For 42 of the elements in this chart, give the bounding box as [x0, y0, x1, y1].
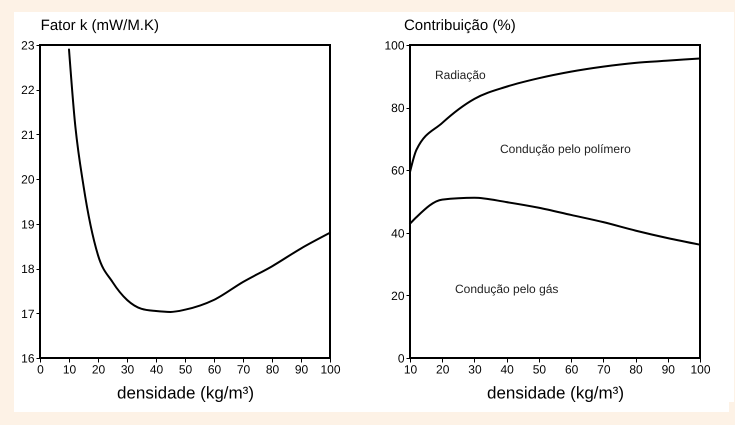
x-tick-label: 80	[266, 362, 280, 376]
annotation: Condução pelo polímero	[500, 142, 632, 156]
x-tick-label: 30	[468, 362, 482, 376]
y-tick-label: 80	[391, 101, 405, 116]
x-tick-label: 20	[436, 362, 450, 376]
x-tick-label: 100	[690, 362, 711, 376]
x-tick-label: 60	[564, 362, 579, 376]
y-tick-label: 23	[21, 38, 35, 52]
x-tick-label: 100	[320, 362, 341, 376]
y-tick-label: 40	[391, 226, 405, 240]
chart-title: Contribuição (%)	[404, 17, 516, 34]
x-tick-label: 80	[629, 362, 644, 376]
x-tick-label: 90	[294, 362, 308, 376]
x-tick-label: 60	[208, 362, 222, 376]
x-tick-label: 50	[532, 362, 546, 376]
y-tick-label: 20	[391, 288, 405, 303]
annotation: Condução pelo gás	[455, 282, 558, 296]
y-tick-label: 60	[391, 164, 405, 178]
y-tick-label: 0	[398, 352, 405, 366]
x-tick-label: 10	[62, 362, 76, 376]
x-tick-label: 70	[236, 362, 250, 376]
x-tick-label: 40	[150, 362, 164, 376]
x-tick-label: 0	[37, 362, 44, 376]
y-tick-label: 20	[21, 172, 35, 187]
y-tick-label: 19	[21, 217, 35, 232]
y-tick-label: 100	[384, 38, 405, 52]
x-tick-label: 70	[597, 362, 611, 376]
annotation: Radiação	[435, 68, 486, 82]
x-tick-label: 30	[120, 362, 134, 376]
y-tick-label: 17	[21, 306, 35, 321]
x-tick-label: 90	[662, 362, 676, 376]
x-tick-label: 40	[500, 362, 514, 376]
x-axis-title: densidade (kg/m³)	[486, 384, 624, 402]
y-tick-label: 16	[21, 352, 35, 366]
x-axis-title: densidade (kg/m³)	[116, 384, 254, 402]
x-tick-label: 50	[178, 362, 192, 376]
y-tick-label: 21	[21, 128, 35, 142]
y-tick-label: 22	[21, 83, 35, 98]
x-tick-label: 10	[404, 362, 418, 376]
chart-title: Fator k (mW/M.K)	[40, 17, 159, 34]
y-tick-label: 18	[21, 262, 35, 276]
x-tick-label: 20	[92, 362, 106, 376]
